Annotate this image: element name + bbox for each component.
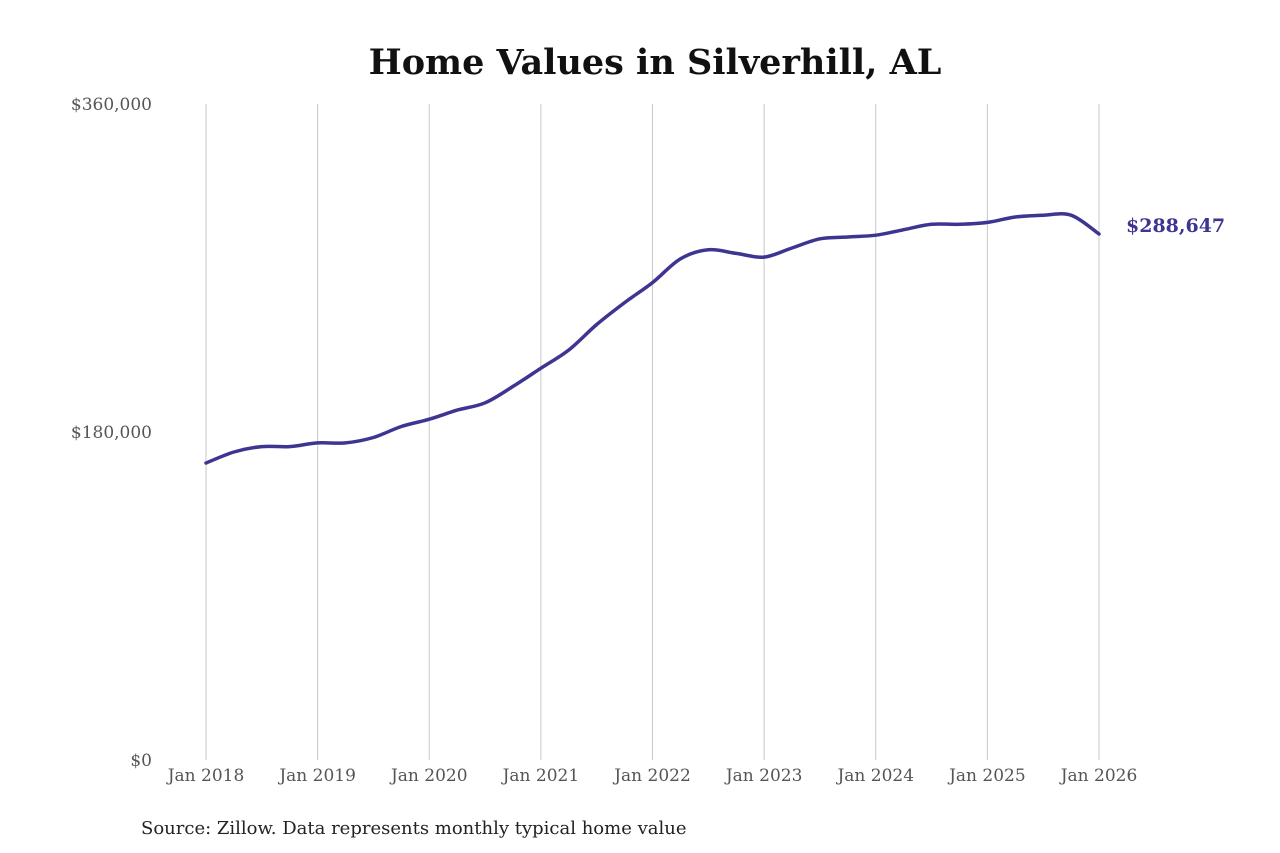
data-point	[456, 409, 459, 412]
data-point	[651, 281, 654, 284]
data-point	[818, 237, 821, 240]
data-point	[1042, 214, 1045, 217]
chart-title: Home Values in Silverhill, AL	[369, 42, 942, 83]
x-tick-label: Jan 2020	[389, 766, 468, 786]
data-point	[316, 441, 319, 444]
data-point	[902, 228, 905, 231]
x-gridlines	[205, 104, 1100, 760]
data-point	[428, 418, 431, 421]
data-point	[400, 425, 403, 428]
data-point	[288, 445, 291, 448]
x-tick-label: Jan 2018	[166, 766, 245, 786]
data-point	[930, 223, 933, 226]
data-point	[679, 257, 682, 260]
x-axis-tick-labels: Jan 2018 Jan 2019 Jan 2020 Jan 2021 Jan 2022…	[166, 766, 1138, 786]
data-point	[484, 401, 487, 404]
data-point	[511, 385, 514, 388]
series-end-value-label: $288,647	[1126, 215, 1225, 237]
data-point	[986, 221, 989, 224]
data-point	[763, 256, 766, 259]
x-tick-label: Jan 2026	[1059, 766, 1138, 786]
data-point	[372, 436, 375, 439]
data-point	[958, 223, 961, 226]
y-tick-label: $360,000	[71, 95, 152, 115]
x-tick-label: Jan 2021	[501, 766, 580, 786]
y-axis-tick-labels: $0 $180,000 $360,000	[71, 95, 152, 771]
series-line	[204, 211, 1101, 465]
data-point	[1014, 215, 1017, 218]
data-point	[567, 349, 570, 352]
data-point	[595, 323, 598, 326]
data-point	[1070, 214, 1073, 217]
data-point	[539, 367, 542, 370]
data-point	[232, 451, 235, 454]
data-point	[846, 236, 849, 239]
data-point	[874, 234, 877, 237]
y-tick-label: $0	[130, 751, 152, 771]
data-point	[344, 441, 347, 444]
data-point	[735, 252, 738, 255]
data-point	[623, 301, 626, 304]
data-point	[707, 248, 710, 251]
source-note: Source: Zillow. Data represents monthly …	[141, 818, 687, 839]
data-point	[1098, 233, 1101, 236]
x-tick-label: Jan 2025	[947, 766, 1026, 786]
x-tick-label: Jan 2019	[277, 766, 356, 786]
x-tick-label: Jan 2023	[724, 766, 803, 786]
data-point	[205, 461, 208, 464]
x-tick-label: Jan 2022	[612, 766, 691, 786]
series-group	[204, 211, 1101, 465]
data-point	[260, 445, 263, 448]
y-tick-label: $180,000	[71, 423, 152, 443]
data-point	[791, 246, 794, 249]
x-tick-label: Jan 2024	[835, 766, 914, 786]
